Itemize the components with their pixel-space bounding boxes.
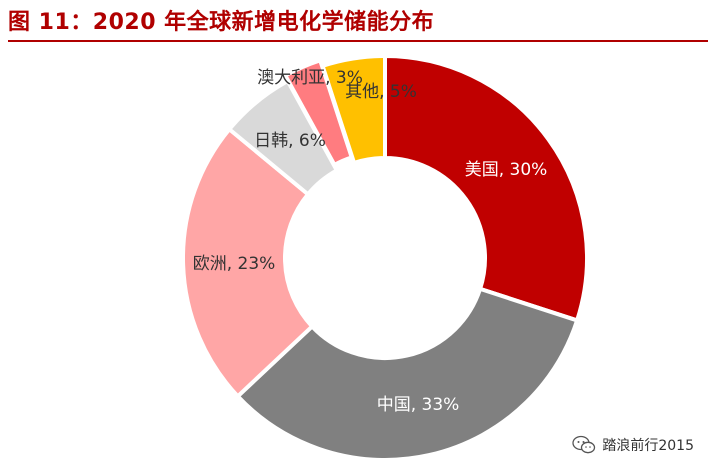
chart-title: 图 11：2020 年全球新增电化学储能分布 bbox=[8, 10, 435, 35]
watermark-text: 踏浪前行2015 bbox=[602, 438, 694, 454]
slice-5 bbox=[320, 54, 387, 165]
slice-label-3: 日韩, 6% bbox=[254, 131, 326, 151]
slice-label-0: 美国, 30% bbox=[465, 160, 548, 180]
slice-label-5: 其他, 5% bbox=[345, 82, 417, 102]
slice-0 bbox=[383, 54, 589, 323]
slice-2 bbox=[181, 127, 315, 399]
slice-1 bbox=[235, 286, 580, 462]
slice-label-4: 澳大利亚, 3% bbox=[257, 68, 363, 88]
wechat-icon bbox=[572, 435, 596, 454]
slice-label-2: 欧洲, 23% bbox=[193, 254, 276, 274]
slice-label-1: 中国, 33% bbox=[377, 395, 460, 415]
watermark: 踏浪前行2015 bbox=[572, 435, 694, 455]
title-divider bbox=[8, 40, 708, 42]
